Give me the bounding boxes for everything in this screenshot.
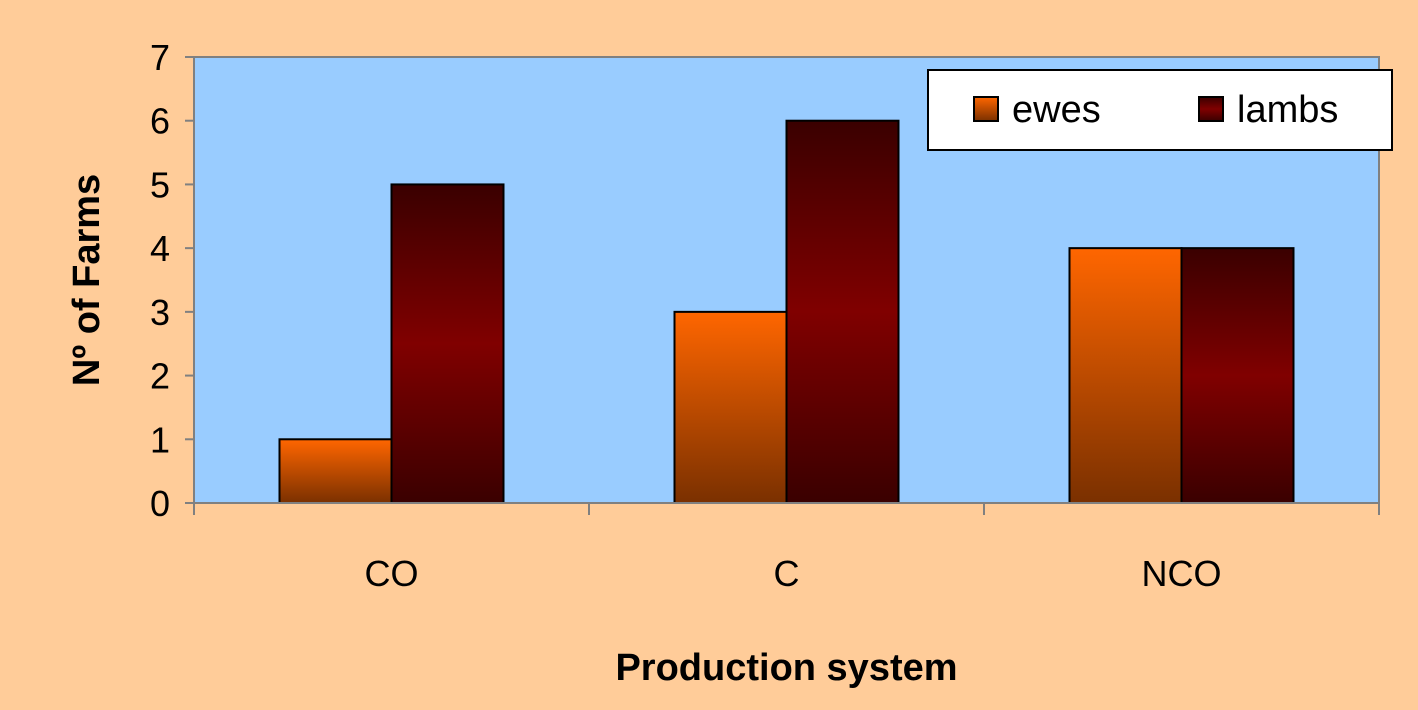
y-tick-label: 5 <box>150 164 170 205</box>
y-tick-label: 6 <box>150 101 170 142</box>
y-tick-label: 4 <box>150 228 170 269</box>
legend-swatch-lambs <box>1198 96 1224 122</box>
y-tick-label: 1 <box>150 419 170 460</box>
x-axis-title: Production system <box>615 647 957 689</box>
bar-lambs-nco <box>1180 247 1295 504</box>
bar-lambs-c <box>785 119 900 504</box>
y-tick-label: 0 <box>150 483 170 524</box>
legend-label-lambs: lambs <box>1237 89 1338 131</box>
legend-label-ewes: ewes <box>1012 89 1101 131</box>
x-tick-label: C <box>774 553 800 594</box>
bar-lambs-co <box>390 183 505 505</box>
legend: ewes lambs <box>927 69 1393 151</box>
y-tick-label: 7 <box>150 37 170 78</box>
bars-group <box>278 119 1295 505</box>
x-tick-label: CO <box>365 553 419 594</box>
x-tick-label: NCO <box>1142 553 1222 594</box>
bar-ewes-nco <box>1068 247 1183 504</box>
legend-box <box>927 69 1393 151</box>
axes-group <box>185 56 1380 515</box>
y-tick-label: 3 <box>150 292 170 333</box>
bar-ewes-co <box>278 438 393 504</box>
bar-ewes-c <box>673 310 788 504</box>
tick-labels-group: 0 1 2 3 4 5 6 7 CO C NCO <box>150 37 1222 594</box>
y-axis-title: Nº of Farms <box>66 174 108 386</box>
y-tick-label: 2 <box>150 356 170 397</box>
legend-swatch-ewes <box>973 96 999 122</box>
